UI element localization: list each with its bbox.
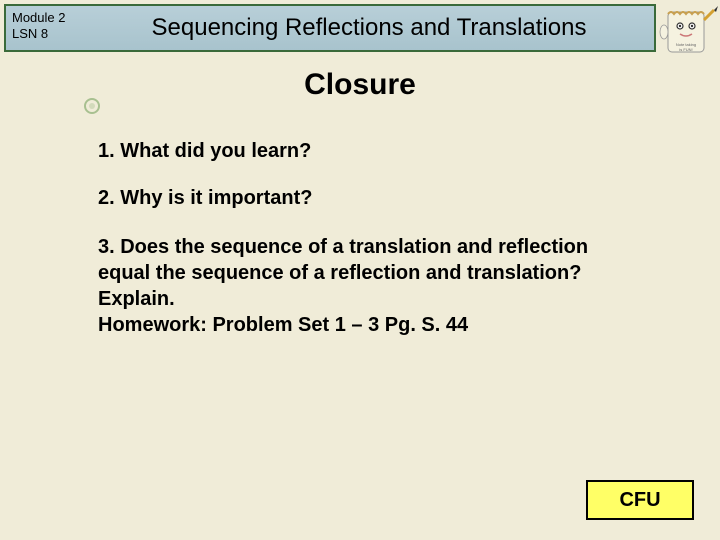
closure-heading: Closure bbox=[0, 68, 720, 102]
cfu-label: CFU bbox=[619, 489, 660, 512]
page-title: Sequencing Reflections and Translations bbox=[92, 14, 654, 42]
homework-text: Homework: Problem Set 1 – 3 Pg. S. 44 bbox=[98, 312, 638, 338]
module-line1: Module 2 bbox=[12, 10, 86, 26]
module-box: Module 2 LSN 8 bbox=[6, 6, 92, 50]
cfu-button[interactable]: CFU bbox=[586, 480, 694, 520]
deco-circle-icon bbox=[84, 98, 100, 114]
question-2: 2. Why is it important? bbox=[98, 187, 638, 210]
mascot-icon: Note taking is FUN! bbox=[658, 0, 720, 58]
module-line2: LSN 8 bbox=[12, 26, 86, 42]
svg-text:is FUN!: is FUN! bbox=[679, 47, 692, 52]
question-1: 1. What did you learn? bbox=[98, 140, 638, 163]
header-bar: Module 2 LSN 8 Sequencing Reflections an… bbox=[4, 4, 656, 52]
content-area: 1. What did you learn? 2. Why is it impo… bbox=[98, 140, 638, 338]
question-3: 3. Does the sequence of a translation an… bbox=[98, 234, 638, 312]
